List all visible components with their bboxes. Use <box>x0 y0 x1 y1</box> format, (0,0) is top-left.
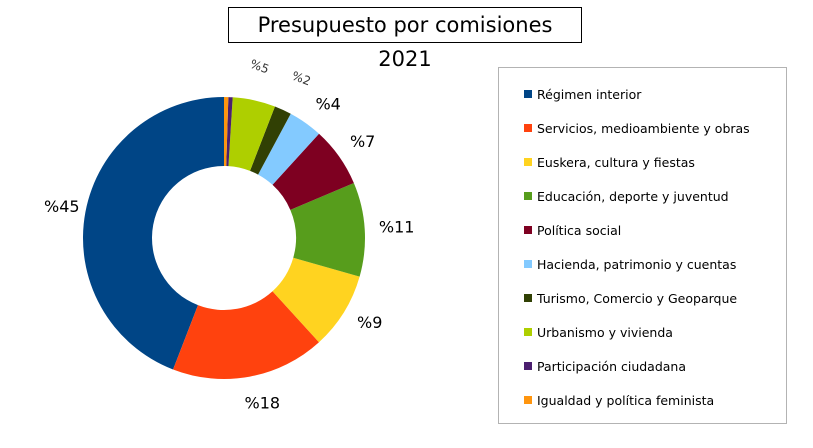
legend-swatch-9 <box>524 362 532 370</box>
donut-slice-9 <box>226 97 233 167</box>
legend-label-10: Igualdad y política feminista <box>537 392 715 408</box>
data-label-1: %45 <box>44 197 80 216</box>
legend-label-6: Hacienda, patrimonio y cuentas <box>537 256 737 272</box>
legend-label-9: Participación ciudadana <box>537 358 687 374</box>
chart-title: Presupuesto por comisiones 2021 <box>228 7 582 71</box>
legend-swatch-2 <box>524 124 532 132</box>
data-label-8: %5 <box>248 57 271 77</box>
legend-swatch-3 <box>524 158 532 166</box>
legend-swatch-7 <box>524 294 532 302</box>
legend-swatch-5 <box>524 226 532 234</box>
legend-swatch-8 <box>524 328 532 336</box>
legend-swatch-6 <box>524 260 532 268</box>
legend-item-7: Turismo, Comercio y Geoparque <box>524 290 737 306</box>
data-label-2: %18 <box>245 394 281 413</box>
data-label-4: %11 <box>379 217 415 236</box>
donut-slice-1 <box>82 97 224 370</box>
legend-item-3: Euskera, cultura y fiestas <box>524 154 695 170</box>
legend-label-1: Régimen interior <box>537 86 642 102</box>
chart-legend: Régimen interior Servicios, medioambiente… <box>498 67 787 424</box>
legend-label-7: Turismo, Comercio y Geoparque <box>537 290 738 306</box>
data-label-6: %4 <box>315 94 340 113</box>
data-label-5: %7 <box>350 132 375 151</box>
donut-slice-5 <box>272 133 354 210</box>
legend-item-1: Régimen interior <box>524 86 641 102</box>
donut-slice-2 <box>173 291 319 379</box>
legend-item-8: Urbanismo y vivienda <box>524 324 673 340</box>
legend-label-3: Euskera, cultura y fiestas <box>537 154 695 170</box>
legend-label-4: Educación, deporte y juventud <box>537 188 729 204</box>
donut-slice-3 <box>272 257 360 343</box>
legend-item-10: Igualdad y política feminista <box>524 392 714 408</box>
legend-item-2: Servicios, medioambiente y obras <box>524 120 750 136</box>
legend-item-4: Educación, deporte y juventud <box>524 188 729 204</box>
donut-slice-8 <box>228 97 275 171</box>
legend-swatch-4 <box>524 192 532 200</box>
data-label-7: %2 <box>290 69 313 89</box>
legend-item-6: Hacienda, patrimonio y cuentas <box>524 256 736 272</box>
legend-swatch-1 <box>524 90 532 98</box>
legend-label-5: Política social <box>537 222 622 238</box>
legend-label-8: Urbanismo y vivienda <box>537 324 673 340</box>
legend-item-5: Política social <box>524 222 621 238</box>
legend-item-9: Participación ciudadana <box>524 358 686 374</box>
donut-slice-10 <box>224 97 229 167</box>
donut-slice-6 <box>258 113 319 185</box>
donut-slice-7 <box>250 106 291 175</box>
data-label-3: %9 <box>357 313 382 332</box>
donut-slice-4 <box>290 183 366 277</box>
legend-label-2: Servicios, medioambiente y obras <box>537 120 750 136</box>
legend-swatch-10 <box>524 396 532 404</box>
